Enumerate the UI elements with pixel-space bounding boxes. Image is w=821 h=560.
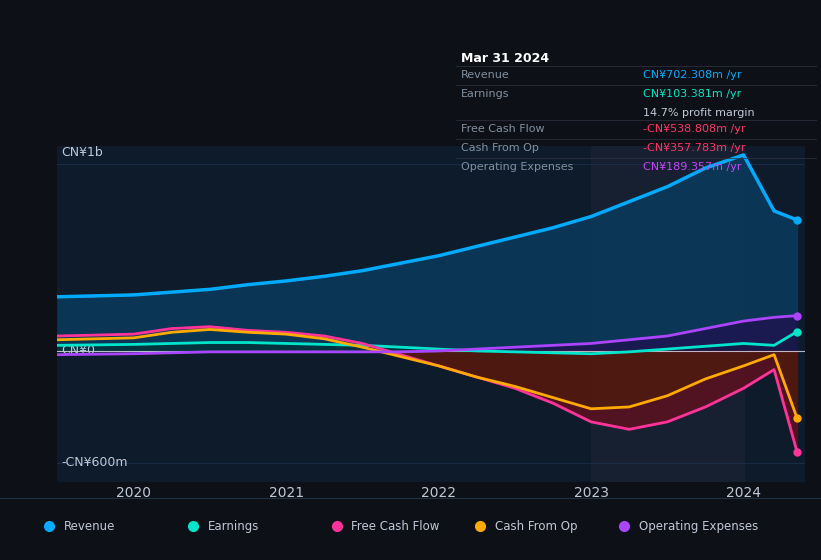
Text: CN¥1b: CN¥1b (62, 146, 103, 158)
Text: Revenue: Revenue (461, 70, 510, 80)
Text: -CN¥357.783m /yr: -CN¥357.783m /yr (644, 143, 746, 153)
Bar (591, 146, 744, 482)
Text: Cash From Op: Cash From Op (495, 520, 577, 533)
Text: Cash From Op: Cash From Op (461, 143, 539, 153)
Text: Free Cash Flow: Free Cash Flow (351, 520, 440, 533)
Text: -CN¥600m: -CN¥600m (62, 456, 128, 469)
Text: -CN¥538.808m /yr: -CN¥538.808m /yr (644, 124, 746, 134)
Text: Earnings: Earnings (208, 520, 259, 533)
Text: Earnings: Earnings (461, 89, 510, 99)
Text: Revenue: Revenue (64, 520, 116, 533)
Text: CN¥189.357m /yr: CN¥189.357m /yr (644, 162, 742, 172)
Text: Mar 31 2024: Mar 31 2024 (461, 53, 549, 66)
Text: CN¥0: CN¥0 (62, 344, 95, 357)
Text: 14.7% profit margin: 14.7% profit margin (644, 108, 755, 118)
Text: CN¥103.381m /yr: CN¥103.381m /yr (644, 89, 741, 99)
Text: Operating Expenses: Operating Expenses (461, 162, 573, 172)
Text: CN¥702.308m /yr: CN¥702.308m /yr (644, 70, 742, 80)
Text: Operating Expenses: Operating Expenses (639, 520, 758, 533)
Text: Free Cash Flow: Free Cash Flow (461, 124, 544, 134)
